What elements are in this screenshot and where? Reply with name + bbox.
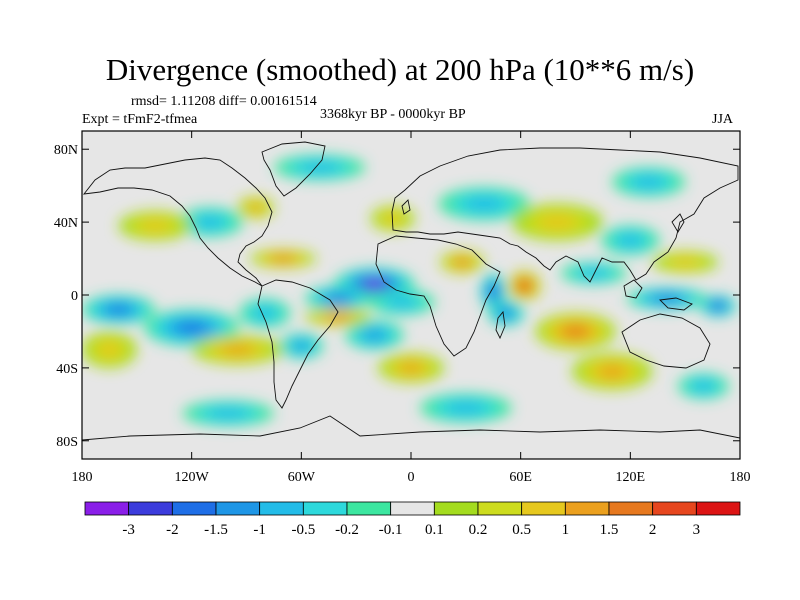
coast-africa bbox=[375, 235, 501, 357]
field-cell-6 bbox=[279, 333, 324, 359]
field-cell-25 bbox=[191, 335, 284, 365]
coast-north-america bbox=[82, 157, 273, 287]
x-tick-label: 0 bbox=[408, 470, 415, 485]
field-cell-15 bbox=[273, 154, 366, 181]
coast-new-guinea bbox=[659, 297, 693, 311]
field-cell-10 bbox=[626, 287, 708, 310]
field-cell-22 bbox=[440, 251, 485, 274]
field-cell-31 bbox=[511, 203, 603, 241]
field-cell-17 bbox=[612, 167, 686, 197]
field-cell-28 bbox=[378, 353, 444, 383]
coast-madagascar bbox=[495, 310, 506, 340]
x-tick-label: 180 bbox=[72, 470, 93, 485]
x-tick-label: 120W bbox=[175, 470, 210, 485]
colorbar-swatch bbox=[346, 501, 392, 516]
colorbar-swatch bbox=[695, 501, 741, 516]
coast-antarctica bbox=[82, 415, 740, 441]
field-cell-1 bbox=[304, 285, 371, 312]
colorbar-label: 1 bbox=[562, 522, 570, 538]
y-tick-label: 0 bbox=[71, 289, 78, 304]
experiment-label: Expt = tFmF2-tfmea bbox=[82, 112, 198, 127]
field-cell-33 bbox=[652, 251, 719, 274]
x-tick-label: 120E bbox=[616, 470, 646, 485]
chart-title: Divergence (smoothed) at 200 hPa (10**6 … bbox=[105, 52, 695, 87]
field-cell-18 bbox=[420, 393, 512, 423]
field-cell-19 bbox=[182, 400, 274, 427]
field-cell-21 bbox=[507, 271, 541, 301]
colorbar-label: -1.5 bbox=[204, 522, 228, 538]
colorbar-swatch bbox=[433, 501, 479, 516]
colorbar-swatch bbox=[652, 501, 697, 516]
colorbar-label: -0.1 bbox=[379, 522, 403, 538]
period-label: 3368kyr BP - 0000kyr BP bbox=[320, 107, 466, 122]
colorbar-label: -1 bbox=[253, 522, 266, 538]
field-cell-12 bbox=[560, 262, 627, 285]
colorbar-label: -0.2 bbox=[335, 522, 359, 538]
field-cell-23 bbox=[250, 249, 316, 268]
field-cell-13 bbox=[601, 225, 660, 255]
colorbar-swatch bbox=[564, 501, 610, 516]
colorbar-swatch bbox=[521, 501, 566, 516]
coast-japan bbox=[671, 213, 685, 233]
colorbar-label: -3 bbox=[122, 522, 135, 538]
coast-south-america bbox=[257, 279, 339, 409]
field-cell-20 bbox=[677, 373, 730, 399]
field-cell-27 bbox=[571, 353, 653, 390]
field-cell-9 bbox=[487, 300, 525, 326]
colorbar-label: -0.5 bbox=[291, 522, 315, 538]
field-cell-8 bbox=[480, 273, 507, 310]
axes: 180 120W 60W 0 60E 120E 180 80N 40N 0 40S 80S bbox=[54, 131, 751, 485]
colorbar-swatch bbox=[215, 501, 261, 516]
colorbar-label: 0.5 bbox=[512, 522, 531, 538]
colorbar-swatch bbox=[128, 501, 173, 516]
y-tick-label: 40N bbox=[54, 216, 78, 231]
x-tick-label: 60E bbox=[509, 470, 532, 485]
colorbar-swatch bbox=[171, 501, 217, 516]
divergence-field bbox=[82, 154, 737, 427]
colorbar-swatch bbox=[608, 501, 654, 516]
y-tick-label: 40S bbox=[56, 362, 78, 377]
field-cell-34 bbox=[82, 331, 137, 368]
coast-borneo bbox=[623, 279, 643, 299]
field-cell-29 bbox=[237, 196, 274, 219]
coast-greenland bbox=[261, 141, 326, 197]
field-cell-14 bbox=[177, 207, 243, 237]
season-label: JJA bbox=[712, 112, 734, 127]
field-cell-4 bbox=[82, 295, 156, 325]
coast-australia bbox=[621, 313, 711, 369]
colorbar-label: 0.1 bbox=[425, 522, 444, 538]
coastlines bbox=[82, 141, 740, 441]
colorbar-swatch bbox=[84, 501, 130, 516]
colorbar-label: 1.5 bbox=[600, 522, 619, 538]
field-cell-2 bbox=[368, 289, 435, 316]
field-cell-26 bbox=[535, 313, 616, 350]
field-cell-30 bbox=[118, 211, 192, 241]
colorbar-swatch bbox=[302, 501, 348, 516]
field-cell-11 bbox=[699, 295, 737, 317]
colorbar-label: 2 bbox=[649, 522, 657, 538]
colorbar-swatch bbox=[259, 501, 304, 516]
y-tick-label: 80S bbox=[56, 435, 78, 450]
colorbar-swatch bbox=[477, 501, 523, 516]
colorbar: -3 -2 -1.5 -1 -0.5 -0.2 -0.1 0.1 0.2 0.5 1 1.5 2 3 bbox=[84, 501, 741, 538]
coast-british-isles bbox=[401, 199, 411, 215]
x-tick-label: 60W bbox=[288, 470, 316, 485]
field-cell-7 bbox=[345, 320, 404, 350]
colorbar-label: 3 bbox=[693, 522, 701, 538]
x-tick-label: 180 bbox=[730, 470, 751, 485]
coast-eurasia bbox=[391, 147, 739, 283]
field-cell-5 bbox=[239, 298, 291, 328]
colorbar-label: -2 bbox=[166, 522, 179, 538]
field-cell-24 bbox=[304, 307, 371, 326]
y-tick-label: 80N bbox=[54, 143, 78, 158]
colorbar-label: 0.2 bbox=[469, 522, 488, 538]
field-cell-16 bbox=[438, 187, 530, 221]
colorbar-swatch bbox=[390, 501, 435, 516]
stats-line: rmsd= 1.11208 diff= 0.00161514 bbox=[131, 94, 317, 109]
